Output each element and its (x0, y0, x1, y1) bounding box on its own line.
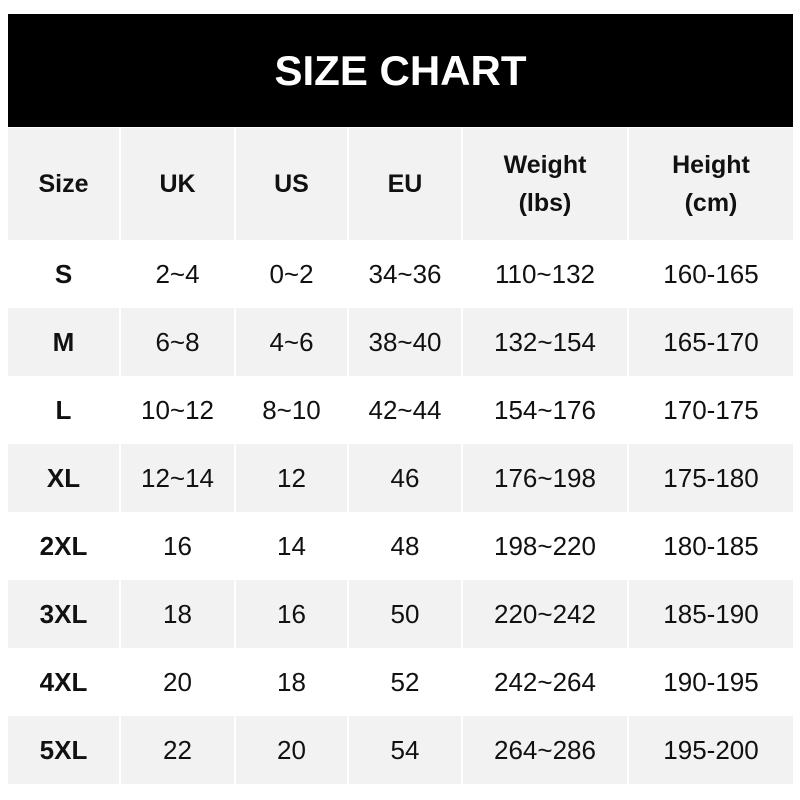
table-cell: 48 (347, 512, 462, 580)
table-cell: 12 (234, 444, 348, 512)
column-header: UK (119, 128, 235, 240)
size-table: Size UK US EU Weight (lbs) Height (cm) S 2~4 0~2 3… (8, 128, 793, 784)
column-header-unit: (lbs) (518, 189, 572, 217)
table-cell: 160-165 (627, 240, 793, 308)
table-cell: 16 (119, 512, 235, 580)
table-row: 5XL 22 20 54 264~286 195-200 (8, 716, 793, 784)
size-cell: 5XL (8, 716, 120, 784)
table-row: 2XL 16 14 48 198~220 180-185 (8, 512, 793, 580)
table-cell: 22 (119, 716, 235, 784)
size-cell: XL (8, 444, 120, 512)
table-cell: 176~198 (461, 444, 628, 512)
size-cell: S (8, 240, 120, 308)
column-header-label: Height (672, 151, 750, 179)
column-header-label: Size (38, 170, 89, 198)
table-cell: 20 (119, 648, 235, 716)
column-header-label: EU (387, 170, 423, 198)
table-cell: 46 (347, 444, 462, 512)
table-row: 3XL 18 16 50 220~242 185-190 (8, 580, 793, 648)
table-cell: 195-200 (627, 716, 793, 784)
table-cell: 165-170 (627, 308, 793, 376)
table-cell: 198~220 (461, 512, 628, 580)
table-cell: 42~44 (347, 376, 462, 444)
size-cell: M (8, 308, 120, 376)
chart-title: SIZE CHART (8, 14, 793, 127)
table-cell: 6~8 (119, 308, 235, 376)
table-cell: 264~286 (461, 716, 628, 784)
table-row: XL 12~14 12 46 176~198 175-180 (8, 444, 793, 512)
column-header: US (234, 128, 348, 240)
table-cell: 8~10 (234, 376, 348, 444)
column-header: Height (cm) (627, 128, 793, 240)
column-header-label: Weight (503, 151, 587, 179)
table-row: L 10~12 8~10 42~44 154~176 170-175 (8, 376, 793, 444)
table-cell: 220~242 (461, 580, 628, 648)
table-cell: 170-175 (627, 376, 793, 444)
table-cell: 34~36 (347, 240, 462, 308)
table-cell: 190-195 (627, 648, 793, 716)
table-cell: 20 (234, 716, 348, 784)
table-row: S 2~4 0~2 34~36 110~132 160-165 (8, 240, 793, 308)
table-cell: 38~40 (347, 308, 462, 376)
table-cell: 185-190 (627, 580, 793, 648)
size-cell: 3XL (8, 580, 120, 648)
column-header-label: UK (159, 170, 196, 198)
table-cell: 2~4 (119, 240, 235, 308)
table-cell: 0~2 (234, 240, 348, 308)
table-row: M 6~8 4~6 38~40 132~154 165-170 (8, 308, 793, 376)
column-header: Weight (lbs) (461, 128, 628, 240)
table-cell: 175-180 (627, 444, 793, 512)
table-cell: 12~14 (119, 444, 235, 512)
size-cell: 2XL (8, 512, 120, 580)
table-cell: 54 (347, 716, 462, 784)
table-cell: 18 (119, 580, 235, 648)
size-cell: 4XL (8, 648, 120, 716)
table-cell: 132~154 (461, 308, 628, 376)
column-header-label: US (274, 170, 309, 198)
table-row: 4XL 20 18 52 242~264 190-195 (8, 648, 793, 716)
table-cell: 4~6 (234, 308, 348, 376)
size-chart: SIZE CHART Size UK US EU Weight (lbs) Height (c… (8, 14, 793, 784)
column-header: Size (8, 128, 120, 240)
table-cell: 10~12 (119, 376, 235, 444)
table-cell: 110~132 (461, 240, 628, 308)
column-header-unit: (cm) (684, 189, 738, 217)
table-cell: 18 (234, 648, 348, 716)
table-cell: 16 (234, 580, 348, 648)
column-header: EU (347, 128, 462, 240)
table-cell: 154~176 (461, 376, 628, 444)
size-cell: L (8, 376, 120, 444)
table-cell: 14 (234, 512, 348, 580)
header-row: Size UK US EU Weight (lbs) Height (cm) (8, 128, 793, 240)
table-cell: 180-185 (627, 512, 793, 580)
table-cell: 50 (347, 580, 462, 648)
table-cell: 242~264 (461, 648, 628, 716)
table-cell: 52 (347, 648, 462, 716)
